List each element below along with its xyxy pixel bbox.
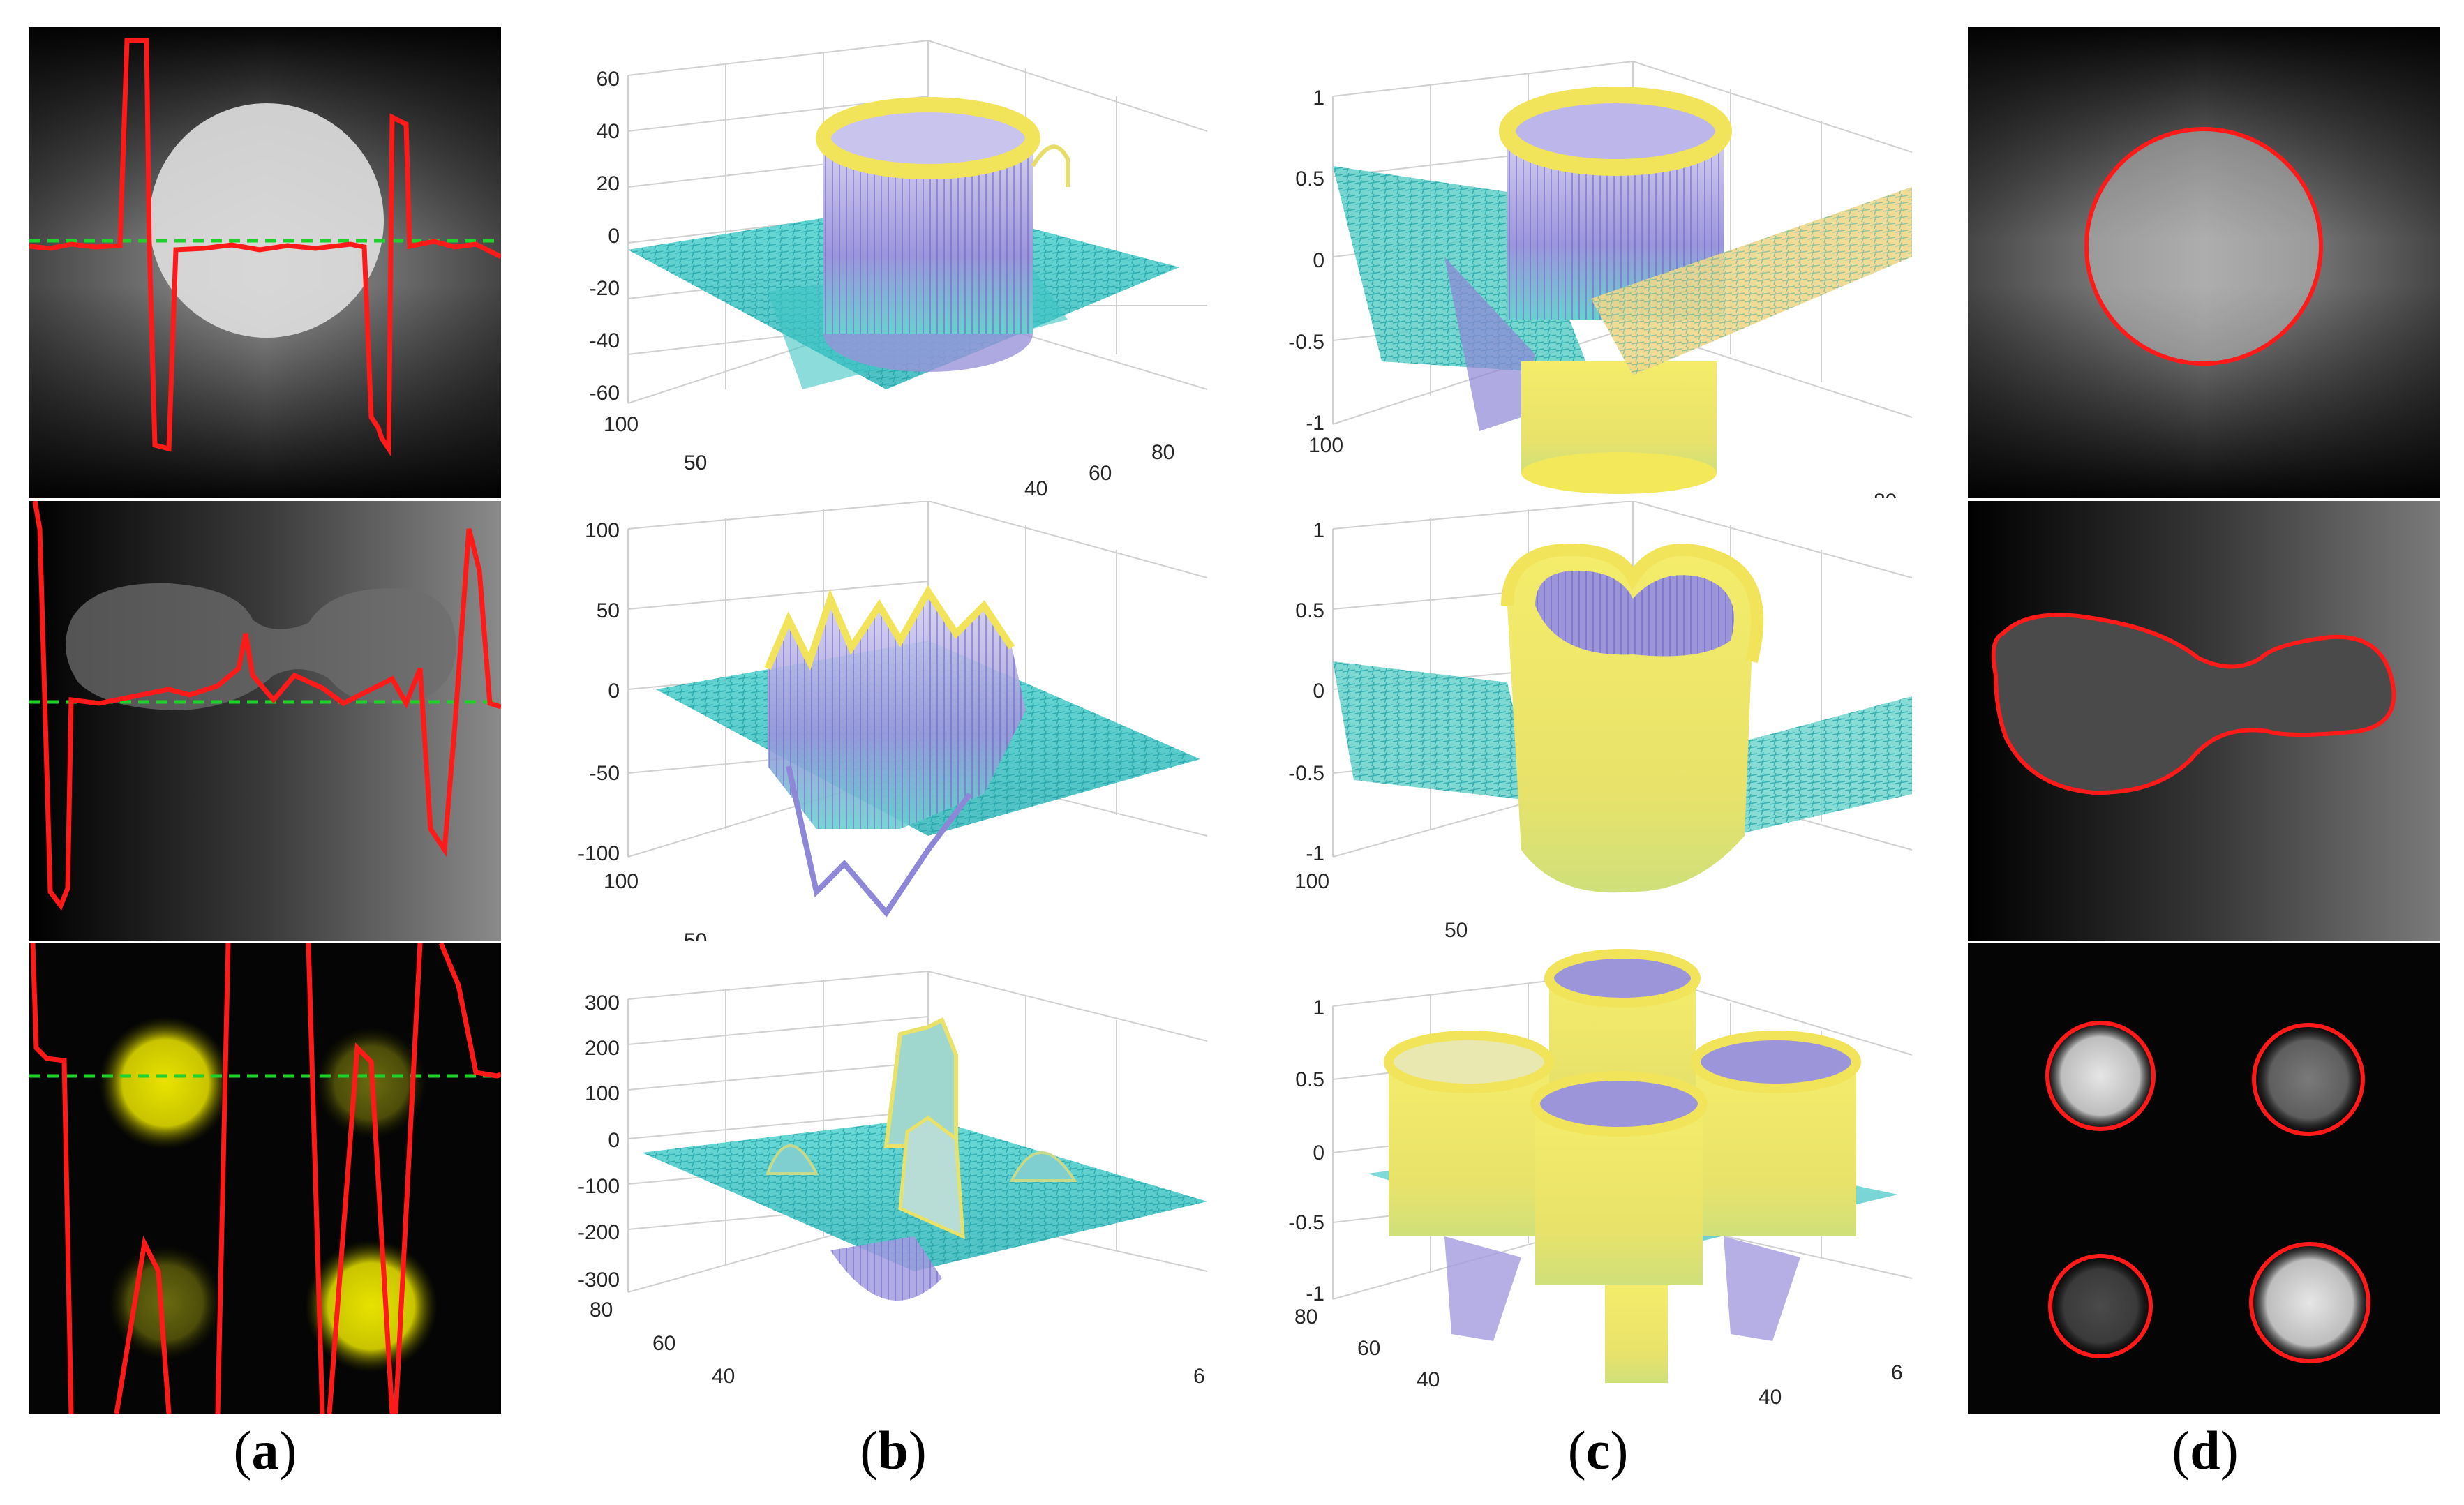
caption-d: (d) bbox=[2172, 1420, 2239, 1481]
panel-a-row2 bbox=[29, 501, 501, 941]
panel-d-row3 bbox=[1968, 943, 2440, 1414]
z-tick: 1 bbox=[1313, 87, 1324, 110]
y-tick: 60 bbox=[652, 1332, 675, 1355]
y-tick: 50 bbox=[684, 929, 707, 941]
z-tick: -0.5 bbox=[1288, 762, 1324, 785]
z-tick: 0.5 bbox=[1295, 1068, 1324, 1091]
segmentation-contour bbox=[2045, 1021, 2156, 1131]
z-tick: 1 bbox=[1313, 519, 1324, 542]
z-tick: 200 bbox=[585, 1037, 620, 1060]
y-tick: 100 bbox=[604, 870, 639, 893]
bright-disk bbox=[149, 103, 384, 338]
z-tick: 40 bbox=[597, 120, 620, 143]
z-tick: 0 bbox=[608, 1129, 620, 1152]
y-tick: 40 bbox=[712, 1365, 735, 1388]
cylinder-right bbox=[1691, 1031, 1861, 1236]
x-tick: 6 bbox=[1891, 1361, 1903, 1384]
panel-d-row2 bbox=[1968, 501, 2440, 941]
x-tick: 6 bbox=[1193, 1365, 1205, 1388]
y-tick: 80 bbox=[590, 1298, 613, 1321]
segmentation-contour bbox=[2084, 127, 2323, 366]
z-tick: -1 bbox=[1306, 1282, 1324, 1305]
segmentation-contour bbox=[2249, 1242, 2370, 1363]
z-tick: -200 bbox=[578, 1221, 620, 1244]
z-tick: -40 bbox=[590, 329, 620, 352]
y-tick: 50 bbox=[684, 451, 707, 474]
panel-c-row3: 1 0.5 0 -0.5 -1 80 60 40 40 6 bbox=[1242, 943, 1912, 1414]
blob-top-left bbox=[99, 1017, 232, 1149]
x-tick: 80 bbox=[1874, 490, 1897, 498]
panel-b-row1: 60 40 20 0 -20 -40 -60 100 50 40 60 80 bbox=[537, 27, 1207, 498]
blob-bottom-left bbox=[108, 1245, 223, 1360]
z-tick: 60 bbox=[597, 68, 620, 91]
x-tick: 40 bbox=[1024, 477, 1047, 498]
z-tick: 20 bbox=[597, 172, 620, 195]
z-tick: -100 bbox=[578, 842, 620, 865]
panel-a-row1 bbox=[29, 27, 501, 498]
y-tick: 100 bbox=[1308, 434, 1343, 457]
y-tick: 100 bbox=[604, 413, 639, 436]
panel-c-row2: 1 0.5 0 -0.5 -1 100 50 bbox=[1242, 501, 1912, 941]
y-tick: 50 bbox=[1444, 919, 1468, 941]
z-tick: -1 bbox=[1306, 412, 1324, 435]
segmentation-contour bbox=[2048, 1254, 2153, 1358]
z-tick: -60 bbox=[590, 382, 620, 405]
x-tick: 80 bbox=[1151, 441, 1174, 464]
panel-b-row2: 100 50 0 -50 -100 100 50 bbox=[537, 501, 1207, 941]
panel-b-row3: 300 200 100 0 -100 -200 -300 80 60 40 6 bbox=[537, 943, 1207, 1414]
z-tick: 50 bbox=[597, 599, 620, 622]
z-tick: 0 bbox=[608, 225, 620, 248]
segmentation-contour bbox=[1991, 613, 2396, 795]
level-set-profile bbox=[32, 501, 501, 911]
panel-a-row3 bbox=[29, 943, 501, 1414]
z-tick: 0 bbox=[1313, 249, 1324, 272]
caption-b: (b) bbox=[860, 1420, 927, 1481]
z-tick: -20 bbox=[590, 277, 620, 300]
cylinder-front bbox=[1530, 1071, 1708, 1383]
blob-bottom-right bbox=[305, 1240, 438, 1372]
z-tick: -100 bbox=[578, 1175, 620, 1198]
cylinder-left bbox=[1384, 1031, 1554, 1236]
caption-a: (a) bbox=[233, 1420, 297, 1481]
z-tick: 0 bbox=[1313, 680, 1324, 703]
level-set-profile bbox=[30, 943, 74, 1414]
x-tick: 40 bbox=[1759, 1386, 1782, 1409]
z-tick: 0 bbox=[608, 680, 620, 703]
z-tick: 0.5 bbox=[1295, 599, 1324, 622]
z-axis-ticks: 60 40 20 0 -20 -40 -60 bbox=[590, 68, 620, 405]
x-tick: 60 bbox=[1089, 462, 1112, 485]
level-set-profile bbox=[29, 38, 501, 457]
z-tick: -1 bbox=[1306, 842, 1324, 865]
y-tick: 100 bbox=[1294, 870, 1329, 893]
panel-d-row1 bbox=[1968, 27, 2440, 498]
segmentation-contour bbox=[2252, 1023, 2365, 1136]
panel-c-row1: 1 0.5 0 -0.5 -1 100 80 bbox=[1242, 27, 1912, 498]
caption-c: (c) bbox=[1567, 1420, 1629, 1481]
z-tick: 1 bbox=[1313, 996, 1324, 1019]
dumbbell-shape bbox=[66, 583, 456, 710]
z-tick: 0 bbox=[1313, 1141, 1324, 1165]
z-tick: -0.5 bbox=[1288, 331, 1324, 354]
z-tick: 0.5 bbox=[1295, 167, 1324, 190]
z-tick: 100 bbox=[585, 1082, 620, 1105]
z-tick: 100 bbox=[585, 519, 620, 542]
y-tick: 80 bbox=[1294, 1305, 1317, 1328]
z-tick: -300 bbox=[578, 1268, 620, 1291]
y-tick: 60 bbox=[1357, 1337, 1380, 1360]
y-tick: 40 bbox=[1417, 1368, 1440, 1391]
z-tick: 300 bbox=[585, 991, 620, 1014]
z-tick: -0.5 bbox=[1288, 1211, 1324, 1234]
z-tick: -50 bbox=[590, 762, 620, 785]
